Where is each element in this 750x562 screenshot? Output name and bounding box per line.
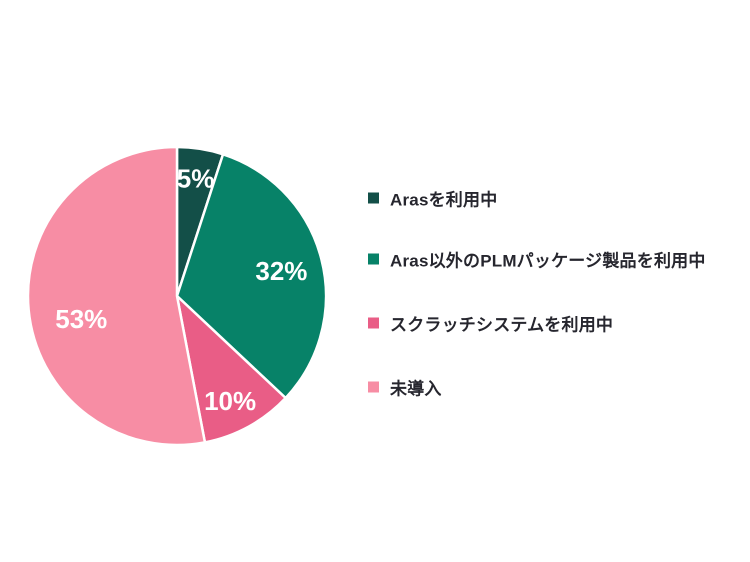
slice-percent-label: 5% [177,163,215,193]
slice-percent-label: 10% [204,386,256,416]
legend-swatch-icon [368,317,379,329]
legend-item-aras: Arasを利用中 [368,186,497,211]
slice-percent-label: 53% [55,304,107,334]
legend-item-not-installed: 未導入 [368,375,442,400]
legend-item-label: 未導入 [390,379,442,399]
legend-item-label: スクラッチシステムを利用中 [390,315,614,335]
legend-item-scratch: スクラッチシステムを利用中 [368,311,613,336]
legend-item-label: Arasを利用中 [390,190,498,210]
legend-swatch-icon [368,253,379,265]
legend-item-label: Aras以外のPLMパッケージ製品を利用中 [390,251,706,271]
legend-swatch-icon [368,381,379,393]
pie-slice-3 [26,145,207,447]
legend-item-other-plm: Aras以外のPLMパッケージ製品を利用中 [368,247,706,272]
pie-slice-2 [175,294,287,444]
pie-slice-1 [175,153,328,400]
legend-swatch-icon [368,192,379,204]
slice-percent-label: 32% [255,256,307,286]
